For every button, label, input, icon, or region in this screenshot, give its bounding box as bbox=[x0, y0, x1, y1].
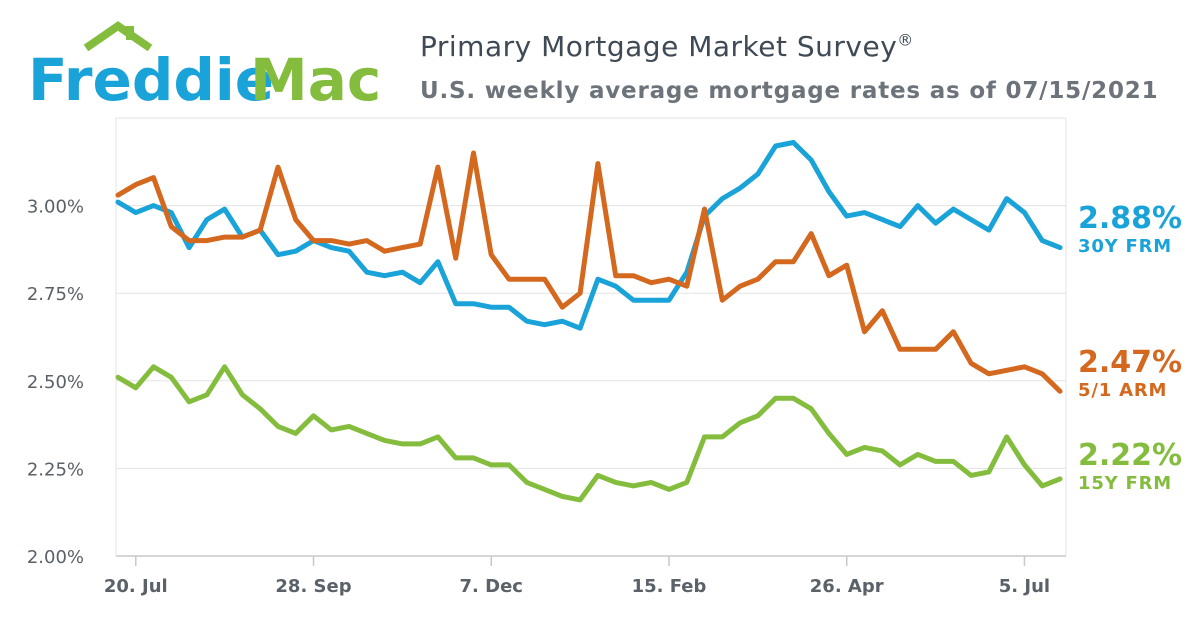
chart-title: Primary Mortgage Market Survey® bbox=[420, 30, 914, 63]
y-tick-label: 2.75% bbox=[27, 284, 84, 305]
series-line-30y-frm bbox=[115, 140, 1063, 331]
end-label-arm: 2.47% 5/1 ARM bbox=[1078, 346, 1182, 402]
end-label-30y: 2.88% 30Y FRM bbox=[1078, 202, 1182, 258]
end-value-30y: 2.88% bbox=[1078, 201, 1183, 236]
y-tick-label: 3.00% bbox=[27, 197, 84, 218]
end-series-name-15y: 15Y FRM bbox=[1078, 473, 1173, 494]
chart-title-text: Primary Mortgage Market Survey bbox=[420, 30, 898, 63]
end-value-15y: 2.22% bbox=[1078, 438, 1183, 473]
y-tick-label: 2.50% bbox=[27, 372, 84, 393]
x-tick-label: 15. Feb bbox=[632, 576, 707, 597]
chart-subtitle: U.S. weekly average mortgage rates as of… bbox=[420, 78, 1159, 104]
x-tick-label: 7. Dec bbox=[460, 576, 523, 597]
x-tick-label: 5. Jul bbox=[999, 576, 1050, 597]
freddie-mac-logo: Freddie Mac bbox=[28, 18, 388, 114]
logo-text-mac: Mac bbox=[250, 46, 381, 108]
series-line-5-1-arm bbox=[115, 150, 1063, 394]
house-roof-icon bbox=[83, 21, 153, 52]
end-series-name-30y: 30Y FRM bbox=[1078, 236, 1173, 257]
y-axis-ticks: 2.00% 2.25% 2.50% 2.75% 3.00% bbox=[27, 197, 84, 568]
x-tick-label: 26. Apr bbox=[810, 576, 884, 597]
grid-lines bbox=[115, 117, 1067, 557]
logo-text-freddie: Freddie bbox=[28, 46, 274, 108]
x-tick-label: 28. Sep bbox=[275, 576, 351, 597]
registered-mark: ® bbox=[897, 30, 914, 50]
x-axis-ticks: 20. Jul 28. Sep 7. Dec 15. Feb 26. Apr 5. Jul bbox=[104, 556, 1050, 597]
y-tick-label: 2.25% bbox=[27, 459, 84, 480]
x-tick-label: 20. Jul bbox=[104, 576, 168, 597]
series-lines bbox=[115, 140, 1063, 503]
end-series-name-arm: 5/1 ARM bbox=[1078, 380, 1168, 401]
y-tick-label: 2.00% bbox=[27, 547, 84, 568]
freddie-mac-logo-mark: Freddie Mac bbox=[28, 21, 381, 114]
end-label-15y: 2.22% 15Y FRM bbox=[1078, 439, 1182, 495]
end-value-arm: 2.47% bbox=[1078, 345, 1183, 380]
house-chimney-icon bbox=[126, 26, 134, 40]
series-line-15y-frm bbox=[115, 364, 1063, 503]
